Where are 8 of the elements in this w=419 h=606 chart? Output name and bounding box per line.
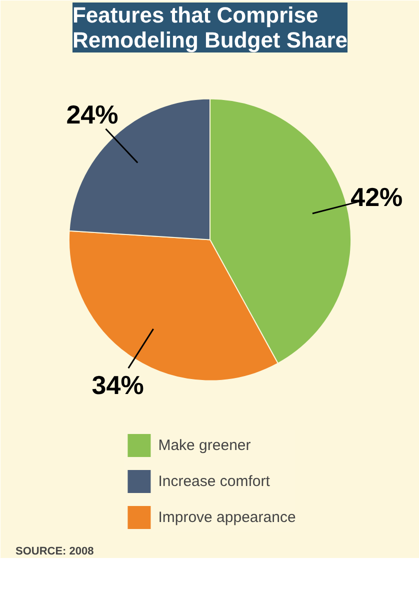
legend-label: Improve appearance [158,508,296,526]
legend-label: Make greener [158,436,251,454]
chart-title: Features that Comprise Remodeling Budget Share [72,2,348,52]
legend-label: Increase comfort [158,472,270,490]
source-note: SOURCE: 2008 [16,546,94,558]
data-label: 34% [92,370,144,400]
data-label: 24% [66,100,118,130]
data-label: 42% [350,182,403,212]
